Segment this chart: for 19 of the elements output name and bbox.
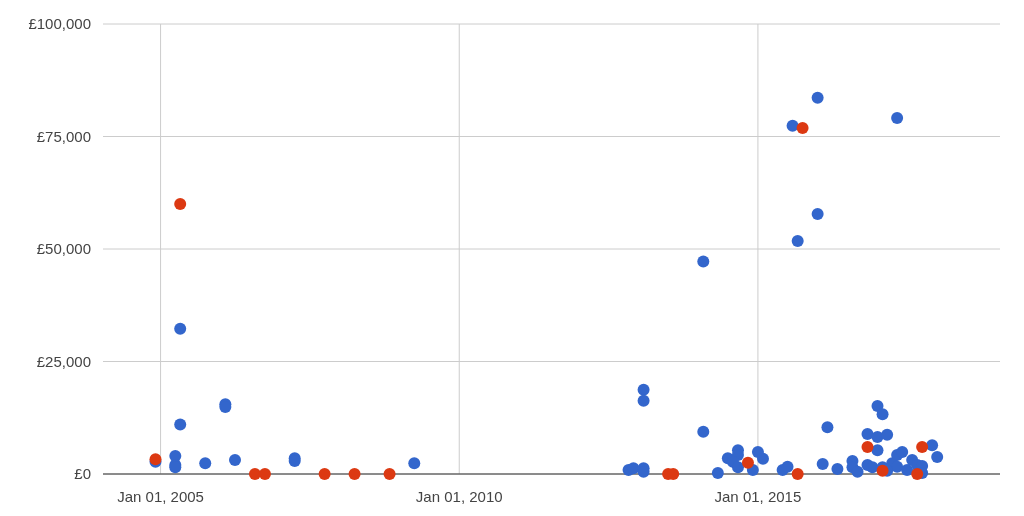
- y-tick-label: £50,000: [36, 240, 91, 258]
- point: [248, 468, 261, 480]
- point: [318, 468, 331, 480]
- point: [348, 468, 361, 480]
- point: [916, 441, 929, 453]
- point: [861, 441, 874, 453]
- point: [796, 121, 809, 134]
- y-tick-label: £0: [74, 465, 91, 483]
- x-tick-label: Jan 01, 2010: [415, 488, 503, 505]
- x-tick-label: Jan 01, 2015: [714, 488, 802, 505]
- point: [911, 468, 924, 480]
- x-tick-label: Jan 01, 2005: [117, 488, 204, 505]
- point: [741, 456, 754, 469]
- point: [791, 468, 804, 480]
- y-tick-label: £75,000: [36, 127, 91, 145]
- y-tick-label: £25,000: [36, 352, 91, 370]
- y-tick-label: £100,000: [28, 15, 91, 33]
- point: [174, 198, 187, 210]
- point: [383, 468, 396, 480]
